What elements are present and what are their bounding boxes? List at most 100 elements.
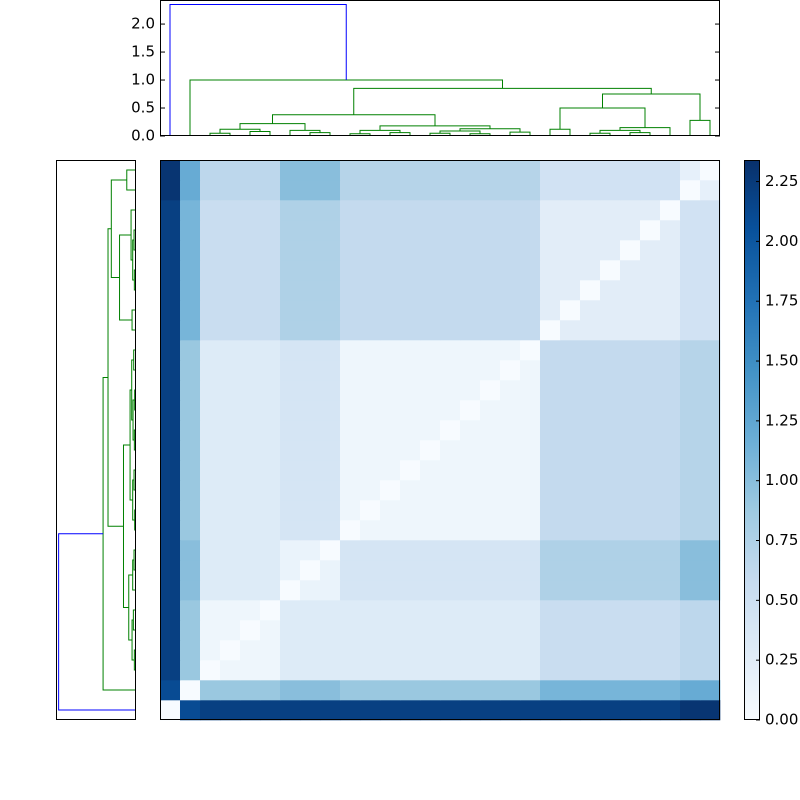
cell xyxy=(320,360,341,381)
cell xyxy=(660,320,681,341)
cell xyxy=(240,700,261,721)
cell xyxy=(620,180,641,201)
cell xyxy=(620,520,641,541)
cell xyxy=(540,400,561,421)
cell xyxy=(520,600,541,621)
cell xyxy=(680,460,701,481)
cell xyxy=(520,460,541,481)
cell xyxy=(660,440,681,461)
cell xyxy=(600,620,621,641)
cell xyxy=(280,600,301,621)
cell xyxy=(680,400,701,421)
cell xyxy=(280,200,301,221)
cell xyxy=(480,320,501,341)
cell xyxy=(520,220,541,241)
cell xyxy=(420,180,441,201)
cell xyxy=(380,560,401,581)
dendrogram-link xyxy=(629,132,651,136)
cell xyxy=(500,600,521,621)
cell xyxy=(300,680,321,701)
cell xyxy=(400,260,421,281)
cell xyxy=(700,220,721,241)
cell xyxy=(680,420,701,441)
cell xyxy=(600,360,621,381)
cell xyxy=(520,640,541,661)
cell xyxy=(380,460,401,481)
cell xyxy=(660,180,681,201)
cell xyxy=(480,200,501,221)
cell xyxy=(580,420,601,441)
cell xyxy=(360,240,381,261)
cell xyxy=(320,620,341,641)
cell xyxy=(460,200,481,221)
cell xyxy=(640,700,661,721)
cell xyxy=(480,240,501,261)
cell xyxy=(560,240,581,261)
cell xyxy=(600,280,621,301)
cell xyxy=(700,240,721,261)
cell xyxy=(660,500,681,521)
cell xyxy=(160,240,181,261)
cell xyxy=(220,260,241,281)
cell xyxy=(660,360,681,381)
cell xyxy=(600,260,621,281)
cell xyxy=(360,500,381,521)
cell xyxy=(240,340,261,361)
cell xyxy=(680,180,701,201)
cell xyxy=(340,640,361,661)
cell xyxy=(360,680,381,701)
cell xyxy=(680,240,701,261)
cell xyxy=(220,240,241,261)
cell xyxy=(160,180,181,201)
cell xyxy=(340,220,361,241)
cell xyxy=(440,460,461,481)
cell xyxy=(700,640,721,661)
cell xyxy=(180,460,201,481)
cell xyxy=(180,500,201,521)
cell xyxy=(480,280,501,301)
cell xyxy=(200,580,221,601)
cell xyxy=(620,460,641,481)
cell xyxy=(580,620,601,641)
cell xyxy=(220,540,241,561)
cell xyxy=(420,520,441,541)
cell xyxy=(200,280,221,301)
cell xyxy=(420,280,441,301)
cell xyxy=(280,420,301,441)
dendrogram-link xyxy=(689,119,711,136)
left-dendrogram-frame xyxy=(56,160,136,720)
cell xyxy=(580,320,601,341)
dendrogram-link xyxy=(459,128,521,133)
cell xyxy=(600,380,621,401)
cell xyxy=(200,380,221,401)
cell xyxy=(320,580,341,601)
cell xyxy=(200,260,221,281)
cell xyxy=(220,380,241,401)
cell xyxy=(240,440,261,461)
cell xyxy=(660,540,681,561)
cell xyxy=(260,500,281,521)
cell xyxy=(360,200,381,221)
cell xyxy=(300,580,321,601)
cell xyxy=(620,480,641,501)
cell xyxy=(480,300,501,321)
cell xyxy=(460,560,481,581)
heatmap xyxy=(160,160,721,721)
cell xyxy=(300,300,321,321)
cell xyxy=(180,560,201,581)
cell xyxy=(220,460,241,481)
cell xyxy=(380,660,401,681)
cell xyxy=(340,280,361,301)
cell xyxy=(500,380,521,401)
cell xyxy=(300,420,321,441)
cell xyxy=(460,480,481,501)
cell xyxy=(600,400,621,421)
cell xyxy=(220,500,241,521)
cell xyxy=(680,600,701,621)
cell xyxy=(260,660,281,681)
cell xyxy=(420,400,441,421)
cell xyxy=(500,500,521,521)
cell xyxy=(180,280,201,301)
cell xyxy=(640,480,661,501)
cell xyxy=(620,560,641,581)
